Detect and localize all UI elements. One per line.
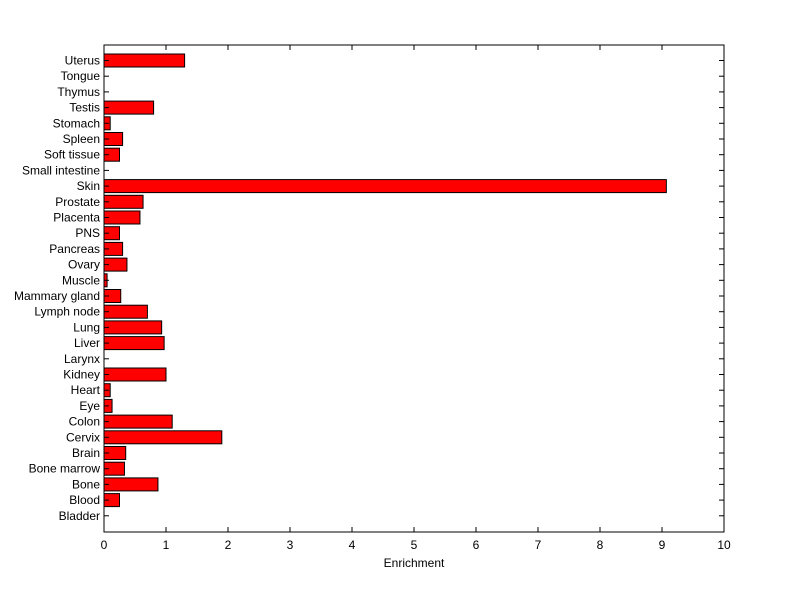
y-tick-label: Testis bbox=[69, 101, 100, 115]
x-tick-label: 6 bbox=[473, 538, 480, 552]
y-tick-label: Spleen bbox=[63, 132, 100, 146]
x-axis-label: Enrichment bbox=[384, 556, 445, 570]
y-tick-label: Cervix bbox=[66, 430, 100, 444]
y-tick-label: Soft tissue bbox=[44, 148, 100, 162]
bar-bone bbox=[103, 477, 159, 492]
y-tick-label: Heart bbox=[71, 383, 101, 397]
x-tick-label: 2 bbox=[225, 538, 232, 552]
y-tick-label: Uterus bbox=[65, 54, 100, 68]
y-tick-label: Thymus bbox=[57, 85, 100, 99]
x-tick-label: 9 bbox=[659, 538, 666, 552]
bar-uterus bbox=[103, 53, 186, 68]
y-tick-label: Small intestine bbox=[22, 163, 100, 177]
y-tick-label: Larynx bbox=[64, 352, 100, 366]
y-tick-label: Eye bbox=[79, 399, 100, 413]
y-tick-label: Pancreas bbox=[49, 242, 100, 256]
x-tick-label: 3 bbox=[287, 538, 294, 552]
x-tick-label: 7 bbox=[535, 538, 542, 552]
plot-frame bbox=[103, 44, 725, 533]
bar-prostate bbox=[103, 194, 144, 209]
x-tick-label: 10 bbox=[717, 538, 731, 552]
x-tick-label: 8 bbox=[597, 538, 604, 552]
bar-testis bbox=[103, 100, 155, 115]
y-tick-label: Bladder bbox=[59, 509, 100, 523]
x-ticks-group: 0 1 2 3 4 5 6 7 8 9 10 bbox=[101, 45, 731, 552]
y-tick-label: Mammary gland bbox=[14, 289, 100, 303]
y-tick-label: Lymph node bbox=[34, 305, 100, 319]
y-tick-label: Blood bbox=[69, 493, 100, 507]
bars-group bbox=[103, 53, 667, 508]
bar-lymph-node bbox=[103, 304, 148, 319]
x-tick-label: 4 bbox=[349, 538, 356, 552]
x-tick-label: 1 bbox=[163, 538, 170, 552]
y-tick-label: Skin bbox=[77, 179, 100, 193]
bar-skin bbox=[103, 179, 667, 194]
y-tick-label: Colon bbox=[69, 415, 100, 429]
bar-colon bbox=[103, 414, 173, 429]
y-tick-label: Muscle bbox=[62, 273, 100, 287]
bar-kidney bbox=[103, 367, 167, 382]
y-tick-label: Lung bbox=[73, 320, 100, 334]
y-tick-label: PNS bbox=[75, 226, 100, 240]
bar-cervix bbox=[103, 430, 223, 445]
x-tick-label: 5 bbox=[411, 538, 418, 552]
y-tick-label: Bone bbox=[72, 477, 100, 491]
y-tick-label: Kidney bbox=[63, 368, 100, 382]
y-tick-label: Stomach bbox=[53, 116, 100, 130]
y-tick-label: Prostate bbox=[55, 195, 100, 209]
bar-lung bbox=[103, 320, 163, 335]
y-tick-label: Brain bbox=[72, 446, 100, 460]
y-tick-label: Tongue bbox=[61, 69, 101, 83]
y-tick-label: Placenta bbox=[53, 211, 100, 225]
y-tick-label: Bone marrow bbox=[29, 462, 101, 476]
y-tick-label: Liver bbox=[74, 336, 100, 350]
bar-placenta bbox=[103, 210, 141, 225]
y-tick-label: Ovary bbox=[68, 258, 100, 272]
bar-liver bbox=[103, 336, 165, 351]
plot-area bbox=[104, 45, 724, 532]
x-tick-label: 0 bbox=[101, 538, 108, 552]
